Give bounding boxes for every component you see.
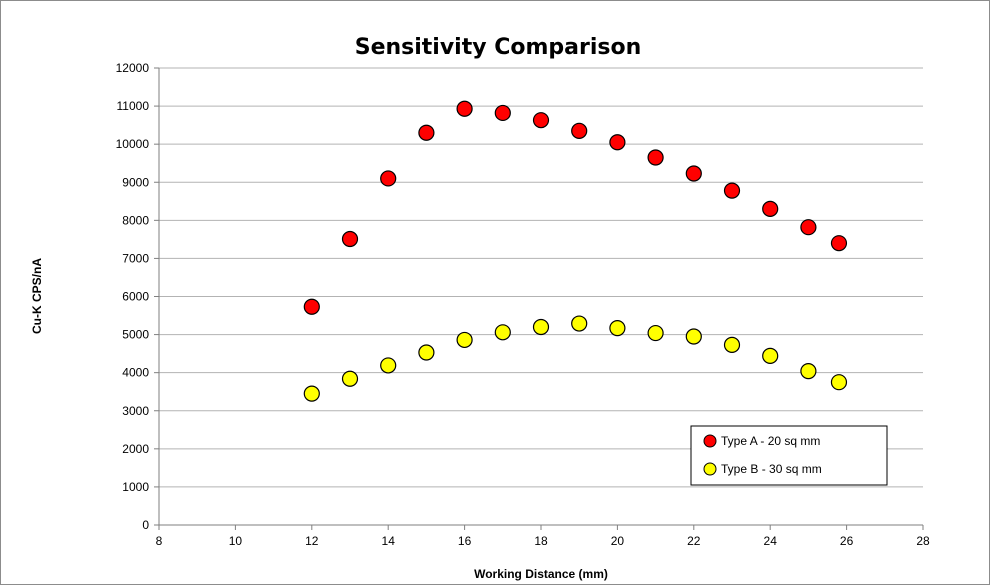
y-tick-label: 11000 (117, 99, 150, 113)
y-tick-label: 7000 (122, 251, 149, 265)
data-point (341, 230, 359, 248)
x-tick-label: 12 (305, 534, 319, 548)
y-tick-label: 1000 (122, 480, 149, 494)
data-point (418, 124, 435, 141)
y-tick-labels: 0 1000 2000 3000 4000 5000 6000 7000 8000 9000 100… (116, 61, 150, 532)
y-tick-label: 10000 (116, 137, 150, 151)
data-point (723, 182, 741, 199)
data-point (571, 315, 588, 332)
data-point (456, 331, 473, 349)
y-tick-label: 6000 (122, 290, 149, 304)
legend-label-type-a: Type A - 20 sq mm (721, 434, 820, 448)
data-points (303, 100, 848, 402)
chart-title: Sensitivity Comparison (355, 35, 642, 60)
x-tick-label: 24 (764, 534, 778, 548)
data-point (494, 324, 511, 341)
data-point (830, 374, 848, 391)
x-tick-label: 26 (840, 534, 854, 548)
x-tick-label: 16 (458, 534, 472, 548)
legend: Type A - 20 sq mm Type B - 30 sq mm (690, 425, 888, 486)
series-type-a (303, 100, 848, 315)
data-point (609, 320, 626, 337)
y-tick-label: 5000 (122, 328, 149, 342)
y-tick-label: 2000 (122, 442, 149, 456)
y-tick-label: 12000 (116, 61, 150, 75)
data-point (456, 100, 473, 117)
data-point (380, 170, 397, 187)
gridlines (159, 67, 923, 488)
x-tick-label: 22 (687, 534, 701, 548)
y-tick-label: 8000 (122, 213, 149, 227)
data-point (571, 122, 588, 139)
data-point (380, 357, 397, 374)
data-point (685, 165, 702, 182)
x-tick-label: 8 (156, 534, 163, 548)
data-point (723, 336, 741, 353)
x-tick-label: 14 (382, 534, 396, 548)
series-type-b (303, 315, 848, 402)
y-axis-label: Cu-K CPS/nA (30, 258, 44, 334)
data-point (647, 149, 664, 166)
x-axis-label: Working Distance (mm) (474, 567, 608, 581)
x-tick-labels: 8 10 12 14 16 18 20 22 24 26 28 (156, 534, 930, 548)
legend-marker-type-b (703, 462, 717, 476)
x-tick-label: 10 (229, 534, 243, 548)
y-tick-label: 4000 (122, 366, 149, 380)
axes (154, 67, 924, 530)
x-tick-label: 28 (916, 534, 930, 548)
data-point (762, 200, 779, 218)
data-point (800, 219, 817, 236)
data-point (800, 363, 817, 380)
data-point (830, 235, 848, 252)
data-point (418, 344, 435, 361)
y-tick-label: 3000 (122, 404, 149, 418)
data-point (647, 324, 664, 342)
data-point (762, 347, 779, 365)
x-tick-label: 20 (611, 534, 625, 548)
data-point (532, 318, 550, 336)
y-tick-label: 0 (142, 518, 149, 532)
y-tick-label: 9000 (122, 175, 149, 189)
data-point (532, 112, 550, 129)
x-tick-label: 18 (534, 534, 548, 548)
data-point (303, 298, 320, 315)
data-point (609, 134, 626, 151)
legend-label-type-b: Type B - 30 sq mm (721, 462, 822, 476)
legend-box (690, 425, 888, 486)
legend-marker-type-a (703, 434, 717, 448)
data-point (303, 385, 320, 402)
data-point (494, 104, 511, 122)
data-point (685, 328, 702, 345)
data-point (341, 370, 359, 387)
